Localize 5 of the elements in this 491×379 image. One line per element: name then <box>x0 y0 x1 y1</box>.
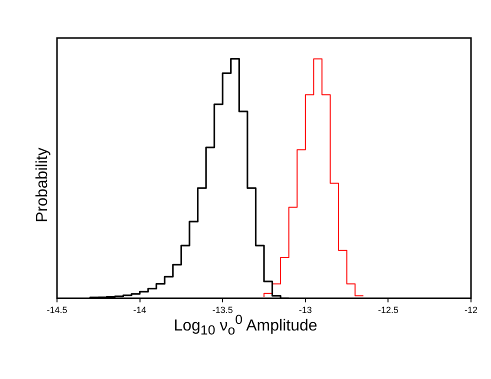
x-tick-label: -14.5 <box>46 305 68 316</box>
x-tick-label: -14 <box>133 305 146 316</box>
x-tick-label: -12 <box>464 305 478 316</box>
y-axis-title: Probability <box>34 148 52 222</box>
x-tick-label: -12.5 <box>378 305 398 316</box>
